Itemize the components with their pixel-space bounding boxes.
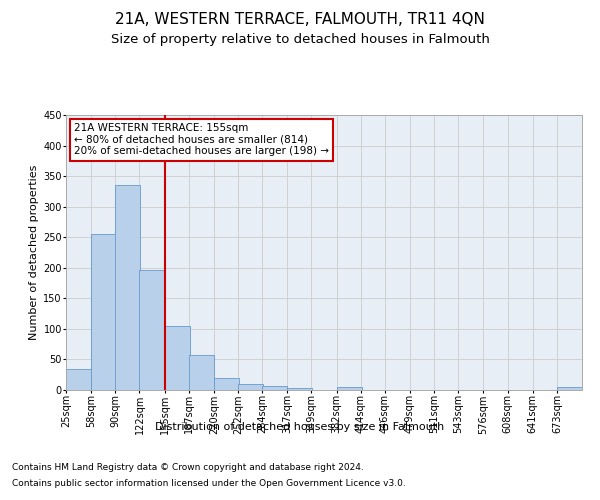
Y-axis label: Number of detached properties: Number of detached properties <box>29 165 39 340</box>
Bar <box>91 234 116 390</box>
Text: Distribution of detached houses by size in Falmouth: Distribution of detached houses by size … <box>155 422 445 432</box>
Bar <box>214 378 239 390</box>
Text: 21A WESTERN TERRACE: 155sqm
← 80% of detached houses are smaller (814)
20% of se: 21A WESTERN TERRACE: 155sqm ← 80% of det… <box>74 123 329 156</box>
Bar <box>557 387 582 390</box>
Bar <box>287 388 312 390</box>
Text: Size of property relative to detached houses in Falmouth: Size of property relative to detached ho… <box>110 32 490 46</box>
Bar <box>115 186 140 390</box>
Bar <box>189 355 214 390</box>
Bar <box>238 384 263 390</box>
Text: 21A, WESTERN TERRACE, FALMOUTH, TR11 4QN: 21A, WESTERN TERRACE, FALMOUTH, TR11 4QN <box>115 12 485 28</box>
Bar <box>262 386 287 390</box>
Bar <box>66 368 91 390</box>
Bar <box>139 270 164 390</box>
Bar <box>337 387 362 390</box>
Bar <box>164 326 190 390</box>
Text: Contains HM Land Registry data © Crown copyright and database right 2024.: Contains HM Land Registry data © Crown c… <box>12 464 364 472</box>
Text: Contains public sector information licensed under the Open Government Licence v3: Contains public sector information licen… <box>12 478 406 488</box>
